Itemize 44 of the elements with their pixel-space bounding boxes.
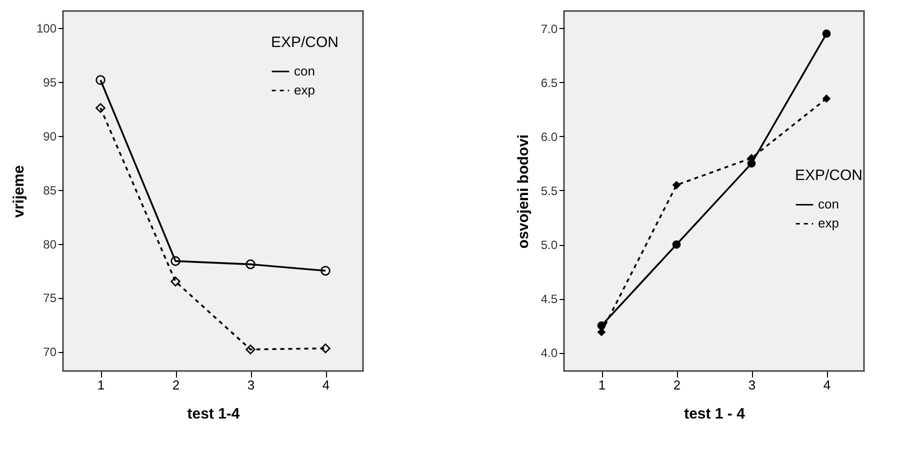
x-axis-title: test 1-4 — [187, 406, 240, 422]
point — [246, 259, 256, 270]
y-tick-label: 75 — [43, 291, 57, 306]
y-axis-title: osvojeni bodovi — [514, 134, 532, 249]
point — [96, 75, 106, 85]
y-tick-label: 80 — [43, 237, 57, 252]
y-tick-label: 4.5 — [540, 292, 558, 306]
y-tick-label: 4.0 — [540, 346, 558, 360]
x-tick-label: 1 — [97, 378, 105, 392]
y-tick-label: 6.5 — [540, 76, 558, 90]
point — [246, 344, 256, 354]
x-tick-label: 4 — [322, 378, 330, 392]
y-tick-label: 5.5 — [540, 184, 558, 198]
y-tick-label: 6.0 — [540, 130, 558, 144]
point — [170, 256, 180, 266]
legend-title: EXP/CON — [795, 167, 863, 184]
legend-title: EXP/CON — [271, 34, 339, 51]
y-tick-label: 85 — [43, 183, 57, 198]
x-tick-label: 3 — [748, 378, 756, 392]
x-tick-label: 3 — [247, 378, 255, 392]
point — [822, 30, 831, 38]
x-axis-title: test 1 - 4 — [684, 406, 746, 422]
point — [672, 180, 681, 190]
point — [320, 266, 330, 276]
x-tick-label: 1 — [598, 378, 606, 392]
y-tick-label: 90 — [43, 130, 57, 144]
y-axis-title: vrijeme — [10, 165, 28, 218]
x-tick-label: 4 — [823, 378, 831, 392]
legend-label: con — [294, 64, 315, 78]
legend-label: con — [818, 196, 839, 212]
point — [672, 240, 681, 249]
y-tick-label: 7.0 — [540, 22, 558, 36]
point — [96, 103, 106, 113]
point — [170, 276, 180, 286]
legend-label: exp — [818, 216, 839, 231]
x-tick-label: 2 — [673, 378, 681, 392]
legend-label: exp — [294, 82, 315, 98]
y-tick-label: 5.0 — [540, 238, 558, 252]
y-tick-label: 100 — [36, 22, 57, 36]
y-tick-label: 95 — [43, 76, 57, 90]
point — [822, 94, 831, 103]
x-tick-label: 2 — [172, 378, 180, 392]
point — [320, 343, 330, 354]
y-tick-label: 70 — [43, 345, 57, 360]
